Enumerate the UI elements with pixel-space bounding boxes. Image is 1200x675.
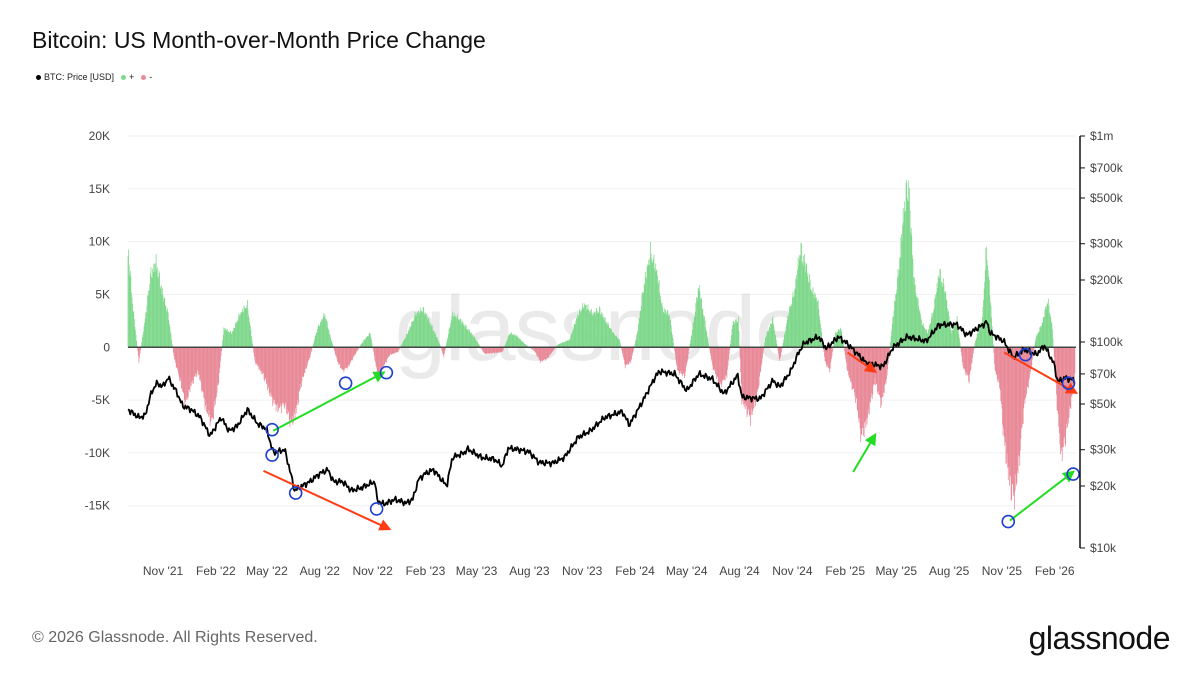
right-tick-label: $700k [1090, 161, 1124, 175]
down-arrow [263, 469, 392, 531]
right-tick-label: $500k [1090, 191, 1124, 205]
x-tick-label: Nov '21 [143, 564, 184, 578]
legend: BTC: Price [USD] + - [36, 72, 152, 82]
marker-circle [265, 448, 279, 462]
marker-circle [338, 376, 353, 391]
left-tick-label: 20K [89, 129, 110, 143]
right-tick-label: $100k [1090, 335, 1124, 349]
right-tick-label: $30k [1090, 443, 1117, 457]
legend-item-price[interactable]: BTC: Price [USD] [36, 72, 114, 82]
legend-negative-dot [141, 74, 147, 80]
left-tick-label: 15K [89, 182, 110, 196]
x-tick-label: Aug '24 [719, 564, 760, 578]
legend-positive-label: + [129, 72, 135, 82]
annotations [263, 347, 1080, 531]
x-tick-label: Feb '24 [615, 564, 655, 578]
left-y-axis: 20K 15K 10K 5K 0 -5K -10K -15K [85, 129, 111, 513]
up-arrow [852, 432, 877, 473]
x-tick-label: May '24 [666, 564, 708, 578]
x-tick-label: Nov '24 [772, 564, 813, 578]
marker-circle [265, 422, 279, 437]
x-tick-label: Aug '22 [300, 564, 341, 578]
right-tick-label: $70k [1090, 367, 1117, 381]
legend-price-dot [36, 74, 41, 80]
legend-item-negative[interactable]: - [141, 72, 152, 82]
right-tick-label: $300k [1090, 237, 1124, 251]
left-tick-label: -15K [85, 499, 110, 513]
legend-negative-label: - [149, 72, 153, 82]
marker-circle [1018, 347, 1033, 362]
brand-logo[interactable]: glassnode [1028, 620, 1171, 656]
x-tick-label: May '25 [875, 564, 917, 578]
right-tick-label: $200k [1090, 273, 1124, 287]
marker-circle [1066, 467, 1080, 481]
down-arrow [846, 351, 878, 373]
right-tick-label: $50k [1090, 397, 1117, 411]
x-tick-label: Aug '23 [509, 564, 550, 578]
x-tick-label: May '22 [246, 564, 288, 578]
x-axis: Nov '21 Feb '22 May '22 Aug '22 Nov '22 Feb '… [143, 564, 1075, 578]
up-arrow [1009, 470, 1076, 522]
x-tick-label: May '23 [456, 564, 498, 578]
x-tick-label: Feb '22 [196, 564, 236, 578]
legend-price-label: BTC: Price [USD] [44, 72, 115, 82]
left-tick-label: -10K [85, 446, 110, 460]
right-tick-label: $20k [1090, 479, 1117, 493]
price-line [127, 320, 1076, 507]
x-tick-label: Nov '22 [352, 564, 393, 578]
right-y-axis: $1m $700k $500k $300k $200k $100k $70k $50k $30k… [1079, 129, 1124, 555]
up-arrow [272, 371, 386, 432]
marker-circle [369, 502, 384, 516]
legend-item-positive[interactable]: + [121, 72, 134, 82]
x-tick-label: Nov '25 [982, 564, 1023, 578]
marker-circle [1001, 514, 1016, 529]
chart-title: Bitcoin: US Month-over-Month Price Chang… [32, 27, 486, 53]
legend-positive-dot [121, 74, 127, 80]
x-tick-label: Aug '25 [929, 564, 970, 578]
right-tick-label: $10k [1090, 541, 1117, 555]
left-tick-label: 10K [89, 235, 110, 249]
left-tick-label: -5K [91, 393, 110, 407]
mom-change-bars [127, 179, 1076, 510]
x-tick-label: Feb '23 [406, 564, 446, 578]
x-tick-label: Feb '26 [1035, 564, 1075, 578]
marker-circle [288, 486, 303, 500]
copyright-footer: © 2026 Glassnode. All Rights Reserved. [32, 629, 318, 646]
marker-circle [379, 365, 394, 380]
right-tick-label: $1m [1090, 129, 1113, 143]
left-tick-label: 5K [95, 287, 110, 301]
left-tick-label: 0 [103, 340, 110, 354]
price-line-group [127, 320, 1076, 507]
marker-circle [1061, 376, 1076, 391]
x-tick-label: Nov '23 [562, 564, 603, 578]
x-tick-label: Feb '25 [825, 564, 865, 578]
